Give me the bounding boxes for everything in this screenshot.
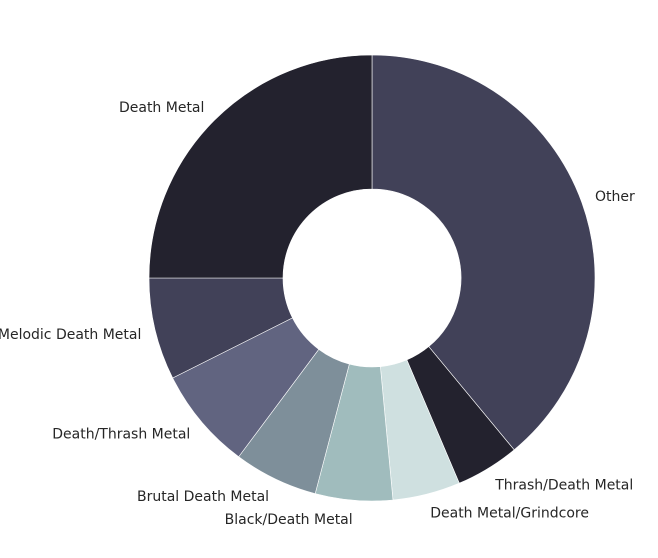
slice-label-death-metal-grindcore: Death Metal/Grindcore (430, 506, 589, 522)
slice-label-death-metal: Death Metal (119, 100, 204, 116)
slice-label-other: Other (595, 189, 635, 205)
slice-label-black-death-metal: Black/Death Metal (225, 512, 353, 528)
slices-group (148, 54, 596, 502)
labels-group: Other Thrash/Death Metal Death Metal/Grind… (0, 100, 635, 528)
slice-death-metal (148, 54, 373, 279)
slice-label-death-thrash-metal: Death/Thrash Metal (52, 426, 190, 442)
slice-label-brutal-death-metal: Brutal Death Metal (137, 489, 269, 505)
slice-other (371, 54, 596, 451)
slice-label-thrash-death-metal: Thrash/Death Metal (494, 478, 633, 494)
slice-label-melodic-death-metal: Melodic Death Metal (0, 327, 141, 343)
